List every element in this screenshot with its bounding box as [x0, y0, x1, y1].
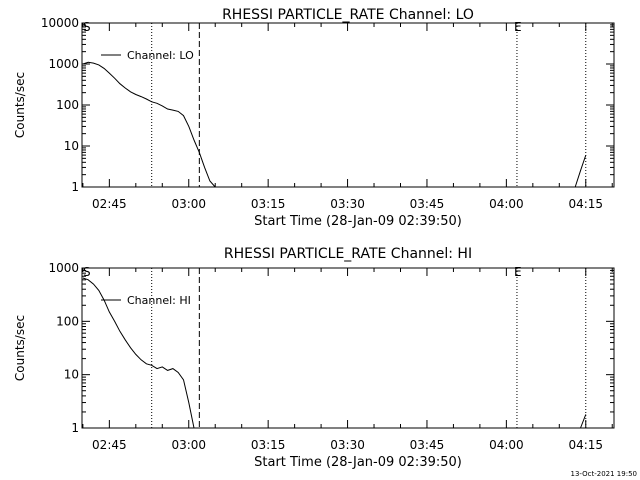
plot-frame	[81, 267, 615, 429]
series-line	[82, 277, 195, 429]
x-tick-label: 03:15	[251, 438, 286, 452]
x-tick-label: 04:15	[568, 438, 603, 452]
x-tick-label: 03:45	[410, 197, 445, 211]
y-tick-label: 1000	[48, 57, 79, 71]
x-tick-label: 02:45	[92, 438, 127, 452]
x-tick-label: 04:15	[568, 197, 603, 211]
y-axis-label: Counts/sec	[13, 315, 27, 381]
x-tick-label: 03:00	[171, 438, 206, 452]
x-tick-label: 04:00	[489, 197, 524, 211]
y-tick-label: 100	[56, 314, 79, 328]
marker-s: S	[83, 20, 91, 34]
y-axis-label: Counts/sec	[13, 72, 27, 138]
marker-s: S	[83, 265, 91, 279]
marker-e: E	[514, 20, 522, 34]
lo-channel-panel: RHESSI PARTICLE_RATE Channel: LO 1 10 100 10…	[13, 7, 615, 229]
x-tick-label: 03:30	[330, 197, 365, 211]
legend-entry: Channel: HI	[127, 294, 191, 307]
y-tick-label: 10	[64, 139, 79, 153]
x-tick-label: 02:45	[92, 197, 127, 211]
x-axis-label: Start Time (28-Jan-09 02:39:50)	[254, 455, 462, 470]
series-line	[574, 154, 587, 188]
chart-title: RHESSI PARTICLE_RATE Channel: HI	[224, 246, 472, 262]
y-tick-label: 10000	[41, 16, 79, 30]
x-tick-label: 03:45	[410, 438, 445, 452]
x-tick-label: 03:15	[251, 197, 286, 211]
x-tick-label: 03:30	[330, 438, 365, 452]
marker-e: E	[514, 265, 522, 279]
y-tick-label: 100	[56, 98, 79, 112]
y-tick-label: 10	[64, 368, 79, 382]
x-tick-label: 03:00	[171, 197, 206, 211]
x-axis-label: Start Time (28-Jan-09 02:39:50)	[254, 214, 462, 229]
footer-timestamp: 13-Oct-2021 19:50	[571, 470, 637, 478]
legend-entry: Channel: LO	[127, 49, 194, 62]
hi-channel-panel: RHESSI PARTICLE_RATE Channel: HI 1 10 100 10…	[13, 246, 615, 470]
chart-title: RHESSI PARTICLE_RATE Channel: LO	[222, 7, 474, 23]
y-tick-label: 1	[71, 421, 79, 435]
y-tick-label: 1000	[48, 261, 79, 275]
plot-frame	[81, 22, 615, 188]
y-tick-label: 1	[71, 180, 79, 194]
x-tick-label: 04:00	[489, 438, 524, 452]
series-line	[82, 61, 216, 188]
series-line	[580, 414, 587, 429]
